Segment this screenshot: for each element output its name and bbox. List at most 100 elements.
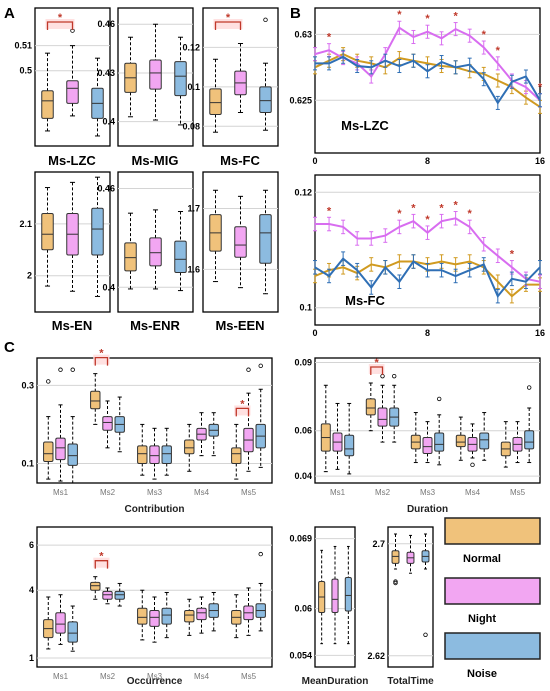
totaltime-ytick: 2.7 (372, 539, 385, 549)
box-iqr (161, 607, 172, 625)
sig-star: * (240, 398, 245, 410)
box-iqr (231, 447, 242, 464)
box-iqr (124, 242, 137, 272)
box-iqr (259, 214, 272, 264)
box-iqr (149, 59, 162, 90)
sig-bracket (46, 21, 74, 30)
duration-ms2-box (389, 373, 400, 443)
duration-ms5-box (524, 385, 535, 464)
box-iqr (137, 445, 148, 464)
duration-ms4-box (479, 412, 490, 461)
sig-highlight (234, 405, 251, 416)
box-iqr (137, 607, 148, 625)
outlier (46, 379, 51, 384)
occurrence-xlabel: Occurrence (127, 676, 183, 687)
lzc_line-star: * (453, 11, 458, 23)
outlier (58, 367, 63, 372)
mig-title: Ms-MIG (132, 153, 179, 168)
mig-box-night (149, 23, 162, 121)
box-iqr (102, 590, 113, 600)
lzc-ytick: 0.51 (14, 41, 32, 51)
en-ytick: 2 (27, 271, 32, 281)
fc-sig: * (213, 12, 243, 30)
box-iqr (422, 437, 433, 454)
legend-item-noise: Noise (444, 632, 541, 680)
box-iqr (524, 430, 535, 450)
outlier (258, 551, 263, 557)
sig-highlight (93, 354, 110, 365)
contribution-xtick-ms1: Ms1 (53, 488, 69, 497)
mig-ytick: 0.4 (102, 117, 115, 127)
duration-xtick-ms4: Ms4 (465, 488, 481, 497)
box-iqr (149, 237, 162, 267)
box-iqr (209, 88, 222, 115)
occurrence-ms5-box (255, 551, 266, 632)
duration-ms1-box (332, 402, 343, 470)
lzc_line-xtick: 16 (535, 156, 545, 166)
fc-box-night (234, 42, 247, 113)
occurrence-xtick-ms1: Ms1 (53, 672, 69, 681)
legend: Normal Night Noise (444, 517, 541, 680)
duration-sig: * (368, 357, 385, 375)
fc-ytick: 0.12 (182, 42, 200, 52)
meandur-ytick: 0.054 (289, 650, 312, 660)
fc_line-xtick: 8 (425, 328, 430, 338)
occurrence-ms4-box (208, 591, 219, 632)
meandur-box-night (331, 545, 339, 645)
box-iqr (91, 207, 104, 256)
occurrence-xtick-ms3: Ms3 (147, 672, 163, 681)
box-iqr (55, 437, 66, 461)
series-line (315, 55, 541, 105)
contribution-ytick: 0.3 (21, 380, 34, 390)
contribution-ms5-box (243, 367, 254, 472)
box-iqr (90, 390, 101, 410)
meandur-box-noise (344, 545, 352, 645)
duration-xtick-ms5: Ms5 (510, 488, 526, 497)
panel-label-a: A (4, 5, 15, 22)
fc-ytick: 0.1 (187, 82, 200, 92)
contribution-ms4-box (208, 412, 219, 457)
fc_line-star: * (411, 202, 416, 214)
lzc-sig: * (45, 12, 75, 30)
box-iqr (149, 610, 160, 627)
contribution-ms1-box (43, 379, 54, 480)
totaltime-ytick: 2.62 (367, 651, 385, 661)
lzc_line-star: * (425, 13, 430, 25)
occurrence-ms2-box (102, 587, 113, 605)
fc_line-star: * (468, 208, 473, 220)
enr-ytick: 0.4 (102, 282, 115, 292)
box-iqr (149, 445, 160, 464)
outlier (70, 367, 75, 372)
series-line (314, 26, 541, 102)
contribution-xtick-ms5: Ms5 (241, 488, 257, 497)
legend-label: Noise (467, 668, 497, 680)
duration-ms3-box (422, 421, 433, 464)
mig-ytick: 0.46 (97, 19, 115, 29)
box-iqr (344, 434, 355, 457)
lzc-box-night (66, 28, 79, 117)
box-iqr (196, 607, 207, 621)
totaltime-xlabel: TotalTime (387, 676, 434, 687)
occurrence-ms4-box (196, 596, 207, 634)
duration-xlabel: Duration (407, 504, 448, 515)
lzc_line-star: * (482, 29, 487, 41)
box-iqr (344, 577, 352, 612)
enr-ytick: 0.46 (97, 183, 115, 193)
duration-xtick-ms3: Ms3 (420, 488, 436, 497)
box-iqr (331, 578, 339, 614)
lzc_line-xtick: 0 (312, 156, 317, 166)
occurrence-ms3-box (149, 596, 160, 643)
contribution-ms2-box (90, 373, 101, 425)
contribution-ms4-box (196, 412, 207, 457)
series-line (314, 52, 541, 108)
duration-ms5-box (500, 421, 511, 468)
box-iqr (455, 434, 466, 448)
occurrence-xtick-ms4: Ms4 (194, 672, 210, 681)
box-iqr (102, 416, 113, 431)
fc_line-ytick: 0.1 (299, 303, 312, 313)
occurrence-ms3-box (137, 589, 148, 641)
fc_line-series-night (313, 211, 542, 289)
duration-ytick: 0.04 (294, 471, 312, 481)
en-box-normal (41, 187, 54, 287)
sig-star: * (99, 348, 104, 360)
